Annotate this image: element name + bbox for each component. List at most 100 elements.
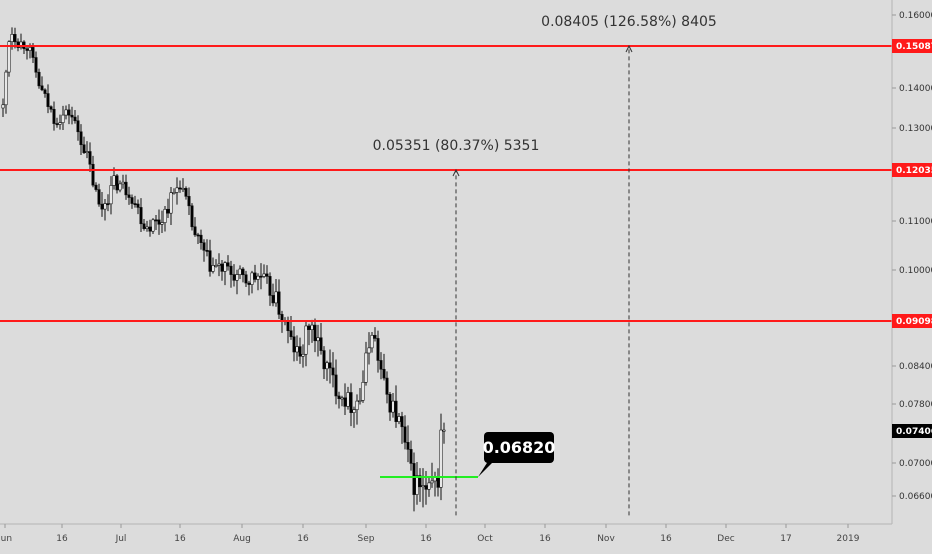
candle-down [91, 163, 95, 186]
candle-up [310, 324, 314, 330]
candle-up [430, 480, 434, 484]
candle-down [40, 85, 44, 91]
candle-up [58, 122, 62, 125]
candle-up [352, 409, 356, 413]
candle-up [28, 47, 32, 51]
candle-up [223, 262, 227, 272]
x-tick-label: Jul [115, 534, 127, 544]
candle-up [217, 263, 221, 266]
candle-up [1, 104, 5, 109]
candle-down [25, 48, 29, 51]
candle-down [394, 400, 398, 422]
candle-up [175, 187, 179, 193]
candle-up [4, 71, 8, 106]
candle-down [226, 262, 230, 267]
callout-label: 0.06820 [483, 438, 556, 457]
candle-up [211, 265, 215, 272]
candle-down [328, 362, 332, 369]
candle-down [43, 89, 47, 94]
candle-up [103, 203, 107, 210]
candle-down [307, 325, 311, 330]
candle-up [391, 400, 395, 413]
candle-down [220, 263, 224, 272]
candle-down [67, 109, 71, 116]
level-badge-label: 0.09098 [896, 317, 932, 327]
candle-down [190, 205, 194, 228]
x-axis[interactable]: Jun 16 Jul 16 Aug 16 Sep 16 Oct 16 Nov 16 Dec 17 2019 [0, 524, 860, 544]
candle-down [409, 449, 413, 464]
candle-up [361, 382, 365, 401]
candle-down [115, 175, 119, 191]
last-price-badge [892, 424, 932, 438]
candle-up [274, 291, 278, 304]
candle-down [271, 295, 275, 304]
x-tick-label: Aug [233, 534, 251, 544]
candle-down [70, 114, 74, 118]
candle-down [148, 226, 152, 232]
candle-down [436, 476, 440, 488]
candle-up [169, 192, 173, 214]
candlestick-series [1, 27, 446, 512]
candle-down [385, 377, 389, 395]
candle-up [340, 397, 344, 400]
x-tick-label: 16 [297, 534, 309, 544]
candle-down [199, 234, 203, 244]
candle-down [136, 203, 140, 208]
candle-up [367, 347, 371, 354]
candle-up [439, 429, 443, 488]
candle-up [397, 416, 401, 422]
candle-down [376, 338, 380, 361]
candle-down [232, 274, 236, 281]
callout-box [484, 432, 554, 463]
candle-down [313, 324, 317, 342]
candle-down [412, 463, 416, 495]
candle-down [388, 394, 392, 413]
x-tick-label: 2019 [837, 534, 860, 544]
candle-down [259, 275, 263, 278]
candle-down [142, 223, 146, 229]
candle-up [118, 183, 122, 191]
candle-up [112, 175, 116, 186]
candle-down [202, 242, 206, 251]
candle-down [88, 151, 92, 165]
candle-down [196, 234, 200, 237]
candle-up [145, 226, 149, 229]
measurement-tools: 0.05351 (80.37%) 5351 0.08405 (126.58%) 8… [373, 14, 717, 516]
x-tick-label: 16 [420, 534, 432, 544]
candle-down [82, 144, 86, 153]
candle-down [34, 57, 38, 73]
candle-up [316, 337, 320, 342]
candle-up [7, 41, 11, 73]
candle-up [19, 41, 23, 48]
level-badge [892, 39, 932, 53]
x-tick-label: 16 [56, 534, 68, 544]
measure-label: 0.05351 (80.37%) 5351 [373, 138, 540, 154]
candle-down [379, 360, 383, 370]
x-tick-label: 16 [539, 534, 551, 544]
resistance-levels [0, 45, 892, 322]
candle-up [325, 362, 329, 370]
price-callout: 0.06820 [478, 432, 555, 477]
candle-up [163, 208, 167, 223]
candle-down [289, 330, 293, 338]
x-tick-label: 16 [660, 534, 672, 544]
candle-down [106, 203, 110, 206]
x-tick-label: 17 [780, 534, 791, 544]
level-badge [892, 163, 932, 177]
candle-down [130, 197, 134, 204]
candle-down [265, 273, 269, 277]
measure-arrowhead [625, 44, 633, 53]
candle-down [184, 188, 188, 197]
candle-down [319, 337, 323, 351]
candle-down [334, 374, 338, 397]
candle-down [247, 282, 251, 285]
candle-up [172, 192, 176, 194]
candle-down [166, 208, 170, 214]
measure-arrowhead [452, 168, 460, 177]
candle-down [382, 368, 386, 379]
